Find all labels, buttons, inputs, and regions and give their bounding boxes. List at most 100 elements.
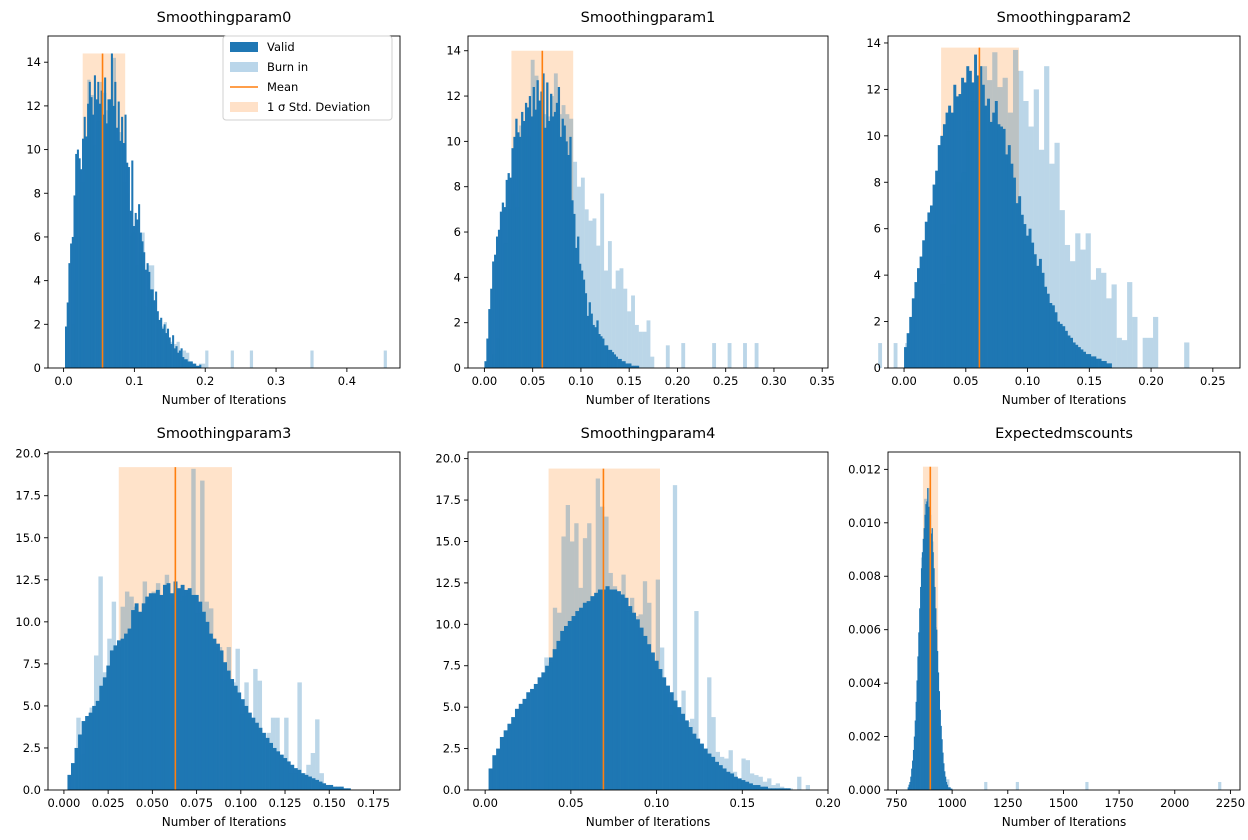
- burnin-bar: [665, 345, 670, 368]
- valid-bar: [925, 504, 927, 790]
- valid-bar: [265, 737, 270, 790]
- valid-bar: [631, 365, 634, 368]
- x-tick-label: 0.25: [713, 374, 739, 388]
- valid-bar: [951, 788, 953, 790]
- valid-bar: [1064, 330, 1068, 368]
- valid-bar: [110, 53, 113, 368]
- burnin-bar: [677, 722, 682, 790]
- valid-bar: [279, 754, 284, 790]
- burnin-bar: [728, 750, 733, 790]
- valid-bar: [629, 363, 632, 368]
- burnin-bar: [570, 541, 575, 790]
- subplot-title: Smoothingparam2: [997, 10, 1132, 26]
- burnin-bar: [615, 270, 620, 368]
- x-tick-label: 0.00: [472, 796, 498, 810]
- burnin-bar: [1147, 337, 1154, 368]
- valid-bar: [141, 241, 144, 368]
- axes-frame: [887, 451, 1241, 791]
- valid-bar: [318, 781, 323, 790]
- valid-bar: [937, 145, 941, 368]
- valid-bar: [919, 608, 921, 790]
- valid-bar: [604, 345, 607, 368]
- valid-bar: [624, 597, 629, 790]
- burnin-bar: [981, 66, 988, 368]
- burnin-bar: [1044, 66, 1050, 368]
- valid-bar: [1108, 363, 1112, 368]
- burnin-bar: [619, 268, 624, 368]
- y-tick-label: 8: [454, 180, 461, 194]
- y-tick-label: 15.0: [435, 534, 461, 548]
- burnin-bar: [930, 541, 934, 790]
- valid-bar: [588, 302, 591, 368]
- burnin-bar: [638, 614, 643, 790]
- burnin-bar: [135, 265, 139, 368]
- burnin-bar: [213, 647, 218, 790]
- x-axis-label: Number of Iterations: [586, 393, 711, 407]
- burnin-bar: [186, 352, 190, 368]
- valid-bar: [122, 143, 125, 368]
- valid-bar: [605, 586, 610, 790]
- valid-bar: [336, 786, 341, 790]
- valid-bar: [617, 358, 620, 368]
- valid-bar: [631, 612, 637, 790]
- valid-bar: [156, 311, 159, 368]
- valid-bar: [924, 514, 926, 790]
- burnin-bar: [582, 538, 588, 790]
- valid-bar: [518, 703, 523, 790]
- burnin-bar: [288, 773, 293, 790]
- valid-bar: [623, 361, 626, 368]
- burnin-bar: [523, 130, 527, 368]
- valid-bar: [936, 629, 938, 790]
- burnin-bar: [623, 288, 628, 368]
- burnin-bar: [548, 662, 553, 790]
- x-tick-label: 0.10: [568, 374, 594, 388]
- burnin-bar: [1038, 149, 1045, 368]
- burnin-bar: [235, 648, 240, 790]
- valid-bar: [81, 138, 85, 368]
- valid-bar: [1012, 177, 1016, 368]
- valid-bar: [947, 787, 949, 790]
- burnin-bar: [90, 94, 94, 368]
- valid-bar: [680, 713, 686, 790]
- burnin-bar: [122, 182, 126, 368]
- valid-bar: [950, 788, 952, 790]
- valid-bar: [616, 591, 621, 790]
- valid-bar: [909, 316, 913, 368]
- burnin-bar: [492, 354, 496, 368]
- valid-bar: [979, 66, 983, 368]
- valid-bar: [703, 748, 708, 790]
- valid-bar: [102, 677, 107, 790]
- valid-bar: [127, 628, 132, 790]
- valid-bar: [639, 627, 644, 790]
- valid-bar: [325, 784, 330, 790]
- burnin-bar: [788, 788, 793, 790]
- burnin-bar: [96, 121, 101, 369]
- valid-bar: [329, 784, 334, 790]
- valid-bar: [226, 670, 231, 790]
- valid-bar: [942, 124, 946, 368]
- burnin-bar: [1116, 337, 1122, 368]
- burnin-bar: [617, 602, 622, 790]
- valid-bar: [1095, 358, 1099, 368]
- legend-label: 1 σ Std. Deviation: [267, 100, 370, 114]
- valid-bar: [490, 288, 493, 368]
- valid-bar: [917, 656, 919, 790]
- valid-bar: [126, 162, 129, 368]
- burnin-bar: [84, 140, 88, 368]
- valid-bar: [132, 226, 136, 368]
- y-tick-label: 7.5: [443, 659, 461, 673]
- burnin-bar: [569, 118, 574, 368]
- valid-bar: [1010, 163, 1014, 368]
- burnin-bar: [176, 341, 180, 368]
- burnin-bar: [946, 779, 950, 790]
- burnin-bar: [690, 718, 695, 790]
- valid-bar: [556, 640, 561, 790]
- burnin-bar: [147, 265, 152, 368]
- burnin-bar: [971, 101, 977, 369]
- burnin-bar: [600, 193, 605, 368]
- valid-bar: [311, 778, 316, 790]
- valid-bar: [1046, 293, 1050, 368]
- valid-bar: [112, 105, 115, 368]
- burnin-bar: [89, 707, 94, 790]
- burnin-bar: [87, 79, 91, 369]
